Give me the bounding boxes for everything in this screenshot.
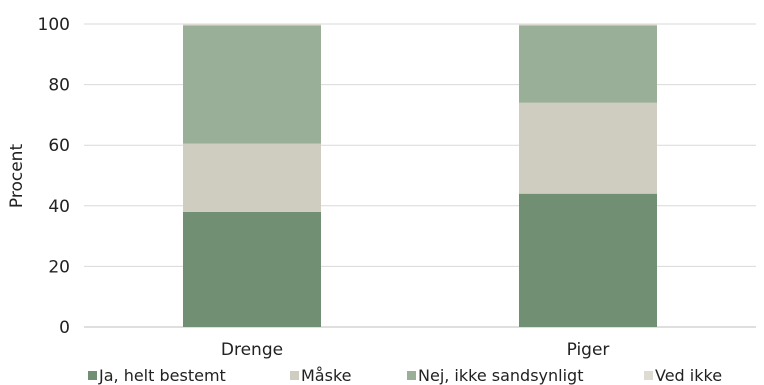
y-tick-label: 60 <box>48 136 70 156</box>
category-label: Drenge <box>221 340 283 360</box>
legend-label: Nej, ikke sandsynligt <box>418 366 583 385</box>
y-tick-label: 0 <box>59 318 70 338</box>
legend: Ja, helt bestemt Måske Nej, ikke sandsynli… <box>88 366 722 385</box>
y-tick-label: 100 <box>38 15 70 35</box>
bar-segment-drenge-1 <box>183 143 321 212</box>
legend-label: Ja, helt bestemt <box>98 366 226 385</box>
bar-segment-drenge-0 <box>183 211 321 327</box>
bar-segment-drenge-2 <box>183 25 321 144</box>
legend-label: Måske <box>301 366 351 385</box>
bar-segment-piger-3 <box>519 24 657 26</box>
y-tick-label: 40 <box>48 197 70 217</box>
bar-segment-piger-0 <box>519 193 657 327</box>
legend-swatch <box>644 371 653 380</box>
legend-label: Ved ikke <box>655 366 722 385</box>
bar-segment-drenge-3 <box>183 24 321 26</box>
y-tick-label: 20 <box>48 257 70 277</box>
category-labels: Drenge Piger <box>221 340 610 360</box>
legend-swatch <box>407 371 416 380</box>
bar-stacks <box>183 24 657 327</box>
bar-segment-piger-1 <box>519 102 657 194</box>
y-axis-title: Procent <box>7 144 27 209</box>
legend-swatch <box>290 371 299 380</box>
y-tick-label: 80 <box>48 76 70 96</box>
y-tick-labels: 0 20 40 60 80 100 <box>38 15 70 338</box>
legend-swatch <box>88 371 97 380</box>
category-label: Piger <box>567 340 610 360</box>
bar-segment-piger-2 <box>519 25 657 103</box>
